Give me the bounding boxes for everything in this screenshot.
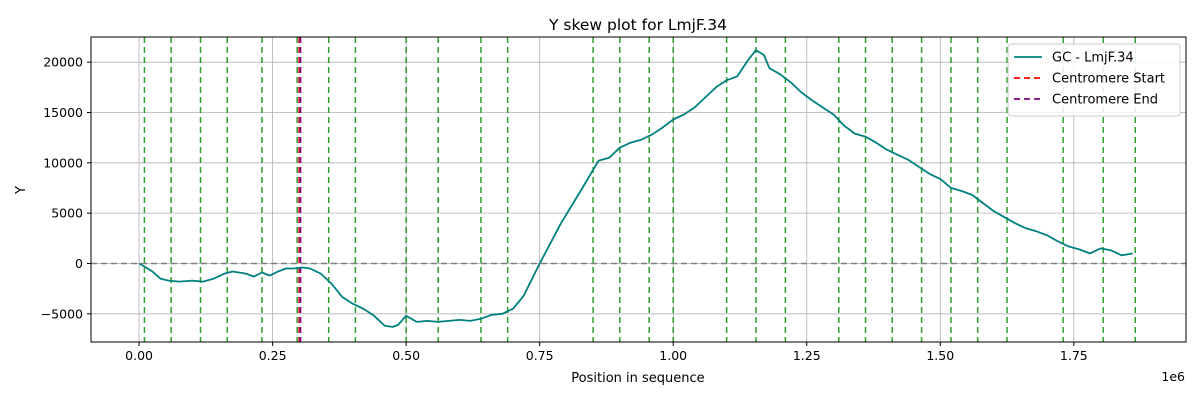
y-tick-label: 10000 xyxy=(43,155,83,170)
x-tick-label: 0.50 xyxy=(392,348,420,363)
legend-label: Centromere Start xyxy=(1052,72,1165,87)
series-line-gc xyxy=(138,49,1133,328)
centromere-lines xyxy=(298,37,302,342)
legend-label: Centromere End xyxy=(1052,93,1158,108)
x-tick-label: 1.00 xyxy=(659,348,687,363)
y-tick-label: 15000 xyxy=(43,105,83,120)
x-tick-label: 1.50 xyxy=(926,348,954,363)
x-tick-label: 0.25 xyxy=(259,348,287,363)
chart-title: Y skew plot for LmjF.34 xyxy=(548,16,727,34)
legend-box xyxy=(1007,43,1181,117)
x-axis-label: Position in sequence xyxy=(571,371,704,386)
legend: GC - LmjF.34 Centromere Start Centromere E… xyxy=(1007,43,1181,117)
x-axis-offset-label: 1e6 xyxy=(1161,369,1185,384)
x-tick-label: 0.75 xyxy=(526,348,554,363)
legend-label: GC - LmjF.34 xyxy=(1052,51,1134,66)
x-tick-label: 1.25 xyxy=(793,348,821,363)
y-tick-label: 20000 xyxy=(43,55,83,70)
y-tick-label: 5000 xyxy=(51,206,83,221)
y-axis-label: Y xyxy=(14,186,29,195)
series-lines xyxy=(138,49,1133,328)
plot-area-frame xyxy=(90,36,1187,343)
y-axis-ticks: −5000 0 5000 10000 15000 20000 xyxy=(41,55,91,321)
y-tick-label: 0 xyxy=(75,256,83,271)
x-tick-label: 1.75 xyxy=(1060,348,1088,363)
x-axis-ticks: 0.00 0.25 0.50 0.75 1.00 1.25 1.50 1.75 xyxy=(125,342,1088,363)
x-tick-label: 0.00 xyxy=(125,348,153,363)
gene-markers xyxy=(91,37,1186,342)
y-tick-label: −5000 xyxy=(41,306,83,321)
